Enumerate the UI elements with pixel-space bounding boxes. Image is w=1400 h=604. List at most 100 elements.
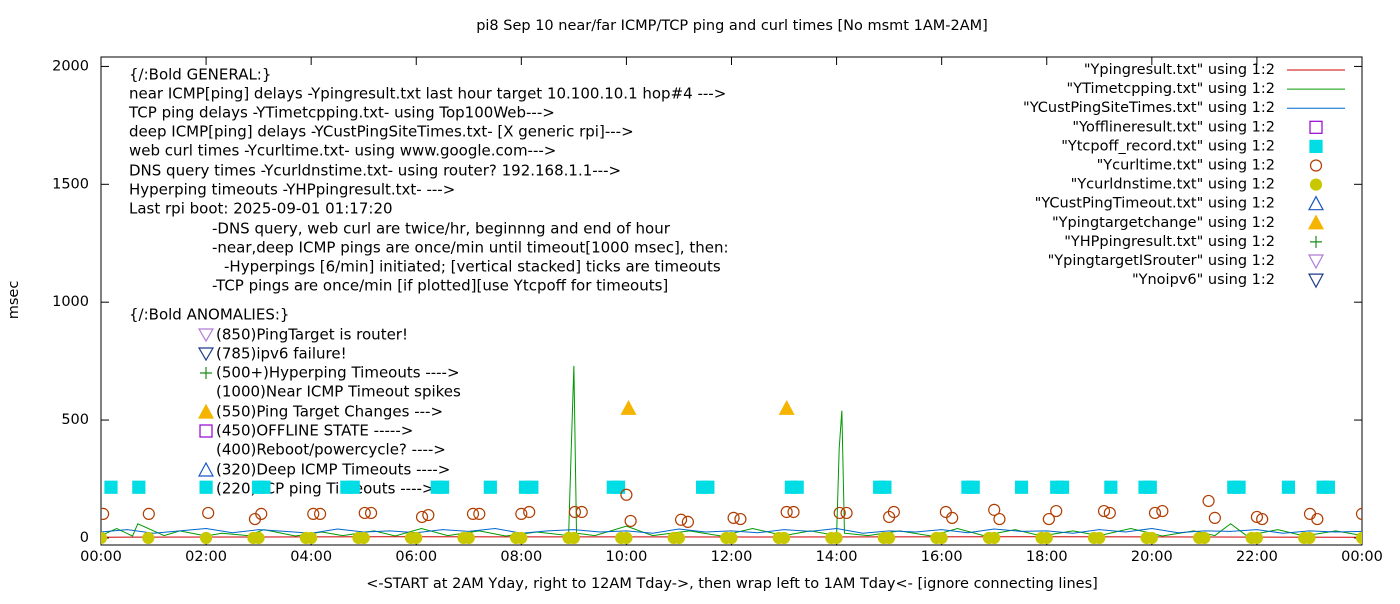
- marker: [411, 532, 422, 543]
- annotation: {/:Bold ANOMALIES:}: [129, 306, 289, 324]
- y-tick-label: 0: [80, 530, 89, 546]
- marker: [306, 532, 317, 543]
- legend-label: "YHPpingresult.txt" using 1:2: [1064, 234, 1275, 250]
- legend-label: "Ycurltime.txt" using 1:2: [1097, 158, 1275, 174]
- x-tick-label: 08:00: [500, 549, 542, 565]
- marker: [884, 532, 895, 543]
- legend-swatch: [1311, 179, 1322, 190]
- x-tick-label: 14:00: [816, 549, 858, 565]
- y-tick-label: 1500: [52, 176, 89, 192]
- marker: [1057, 481, 1069, 493]
- marker: [201, 532, 212, 543]
- legend-label: "YpingtargetISrouter" using 1:2: [1048, 253, 1275, 269]
- marker: [989, 532, 1000, 543]
- marker: [1304, 532, 1315, 543]
- annotation: TCP ping delays -YTimetcpping.txt- using…: [128, 104, 555, 122]
- marker: [568, 532, 579, 543]
- legend-swatch: [1310, 140, 1322, 152]
- annotation: {/:Bold GENERAL:}: [129, 66, 271, 84]
- marker: [463, 532, 474, 543]
- marker: [779, 532, 790, 543]
- annotation: (500+)Hyperping Timeouts ---->: [216, 364, 460, 382]
- annotation: -TCP pings are once/min [if plotted][use…: [212, 277, 668, 295]
- marker: [526, 481, 538, 493]
- marker: [253, 532, 264, 543]
- marker: [1105, 481, 1117, 493]
- marker: [258, 481, 270, 493]
- annotation: (450)OFFLINE STATE ----->: [216, 422, 413, 440]
- y-axis-label: msec: [6, 281, 22, 320]
- marker: [673, 532, 684, 543]
- marker: [621, 532, 632, 543]
- marker: [1041, 532, 1052, 543]
- annotation: deep ICMP[ping] delays -YCustPingSiteTim…: [129, 123, 634, 141]
- marker: [1322, 481, 1334, 493]
- annotation: (785)ipv6 failure!: [216, 345, 347, 363]
- legend-label: "Ypingresult.txt" using 1:2: [1084, 62, 1275, 78]
- marker: [347, 481, 359, 493]
- x-tick-label: 00:00: [1341, 549, 1383, 565]
- annotation: Last rpi boot: 2025-09-01 01:17:20: [129, 200, 393, 218]
- x-tick-label: 02:00: [185, 549, 227, 565]
- marker: [484, 481, 496, 493]
- y-tick-label: 2000: [52, 58, 89, 74]
- annotation: (550)Ping Target Changes --->: [216, 403, 443, 421]
- marker: [437, 481, 449, 493]
- marker: [105, 481, 117, 493]
- marker: [791, 481, 803, 493]
- annotation: (220)TCP ping Timeouts ---->: [216, 480, 434, 498]
- legend-label: "Ynoipv6" using 1:2: [1132, 272, 1275, 288]
- annotation: DNS query times -Ycurldnstime.txt- using…: [129, 162, 621, 180]
- chart-title: pi8 Sep 10 near/far ICMP/TCP ping and cu…: [476, 18, 988, 34]
- annotation: (400)Reboot/powercycle? ---->: [216, 441, 446, 459]
- marker: [200, 481, 212, 493]
- legend-label: "Ycurldnstime.txt" using 1:2: [1071, 177, 1275, 193]
- annotation: (320)Deep ICMP Timeouts ---->: [216, 461, 450, 479]
- marker: [133, 481, 145, 493]
- legend-label: "YCustPingSiteTimes.txt" using 1:2: [1023, 100, 1275, 116]
- marker: [1199, 532, 1210, 543]
- annotation: (850)PingTarget is router!: [216, 326, 408, 344]
- marker: [726, 532, 737, 543]
- marker: [967, 481, 979, 493]
- x-tick-label: 06:00: [395, 549, 437, 565]
- annotation: Hyperping timeouts -YHPpingresult.txt- -…: [129, 181, 455, 199]
- x-tick-label: 20:00: [1131, 549, 1173, 565]
- y-tick-label: 500: [61, 412, 89, 428]
- legend-label: "YTimetcpping.txt" using 1:2: [1067, 81, 1275, 97]
- marker: [936, 532, 947, 543]
- x-tick-label: 18:00: [1026, 549, 1068, 565]
- x-tick-label: 22:00: [1236, 549, 1278, 565]
- marker: [1282, 481, 1294, 493]
- x-tick-label: 10:00: [606, 549, 648, 565]
- legend-label: "Yofflineresult.txt" using 1:2: [1072, 119, 1275, 135]
- x-axis-label: <-START at 2AM Yday, right to 12AM Tday-…: [366, 576, 1098, 592]
- marker: [1016, 481, 1028, 493]
- marker: [831, 532, 842, 543]
- marker: [702, 481, 714, 493]
- marker: [879, 481, 891, 493]
- x-tick-label: 16:00: [921, 549, 963, 565]
- legend-label: "Ytcpoff_record.txt" using 1:2: [1061, 138, 1275, 154]
- x-tick-label: 04:00: [290, 549, 332, 565]
- y-tick-label: 1000: [52, 294, 89, 310]
- marker: [1233, 481, 1245, 493]
- annotation: -DNS query, web curl are twice/hr, begin…: [212, 220, 671, 238]
- marker: [516, 532, 527, 543]
- marker: [1094, 532, 1105, 543]
- annotation: -near,deep ICMP pings are once/min until…: [212, 239, 729, 257]
- annotation: web curl times -Ycurltime.txt- using www…: [129, 142, 556, 160]
- marker: [1251, 532, 1262, 543]
- annotation: -Hyperpings [6/min] initiated; [vertical…: [224, 258, 721, 276]
- legend-label: "YCustPingTimeout.txt" using 1:2: [1035, 196, 1275, 212]
- annotation: near ICMP[ping] delays -Ypingresult.txt …: [129, 85, 726, 103]
- marker: [143, 532, 154, 543]
- marker: [358, 532, 369, 543]
- marker: [1144, 481, 1156, 493]
- x-tick-label: 12:00: [711, 549, 753, 565]
- legend-label: "Ypingtargetchange" using 1:2: [1052, 215, 1275, 231]
- annotation: (1000)Near ICMP Timeout spikes: [216, 383, 461, 401]
- marker: [1146, 532, 1157, 543]
- x-tick-label: 00:00: [80, 549, 122, 565]
